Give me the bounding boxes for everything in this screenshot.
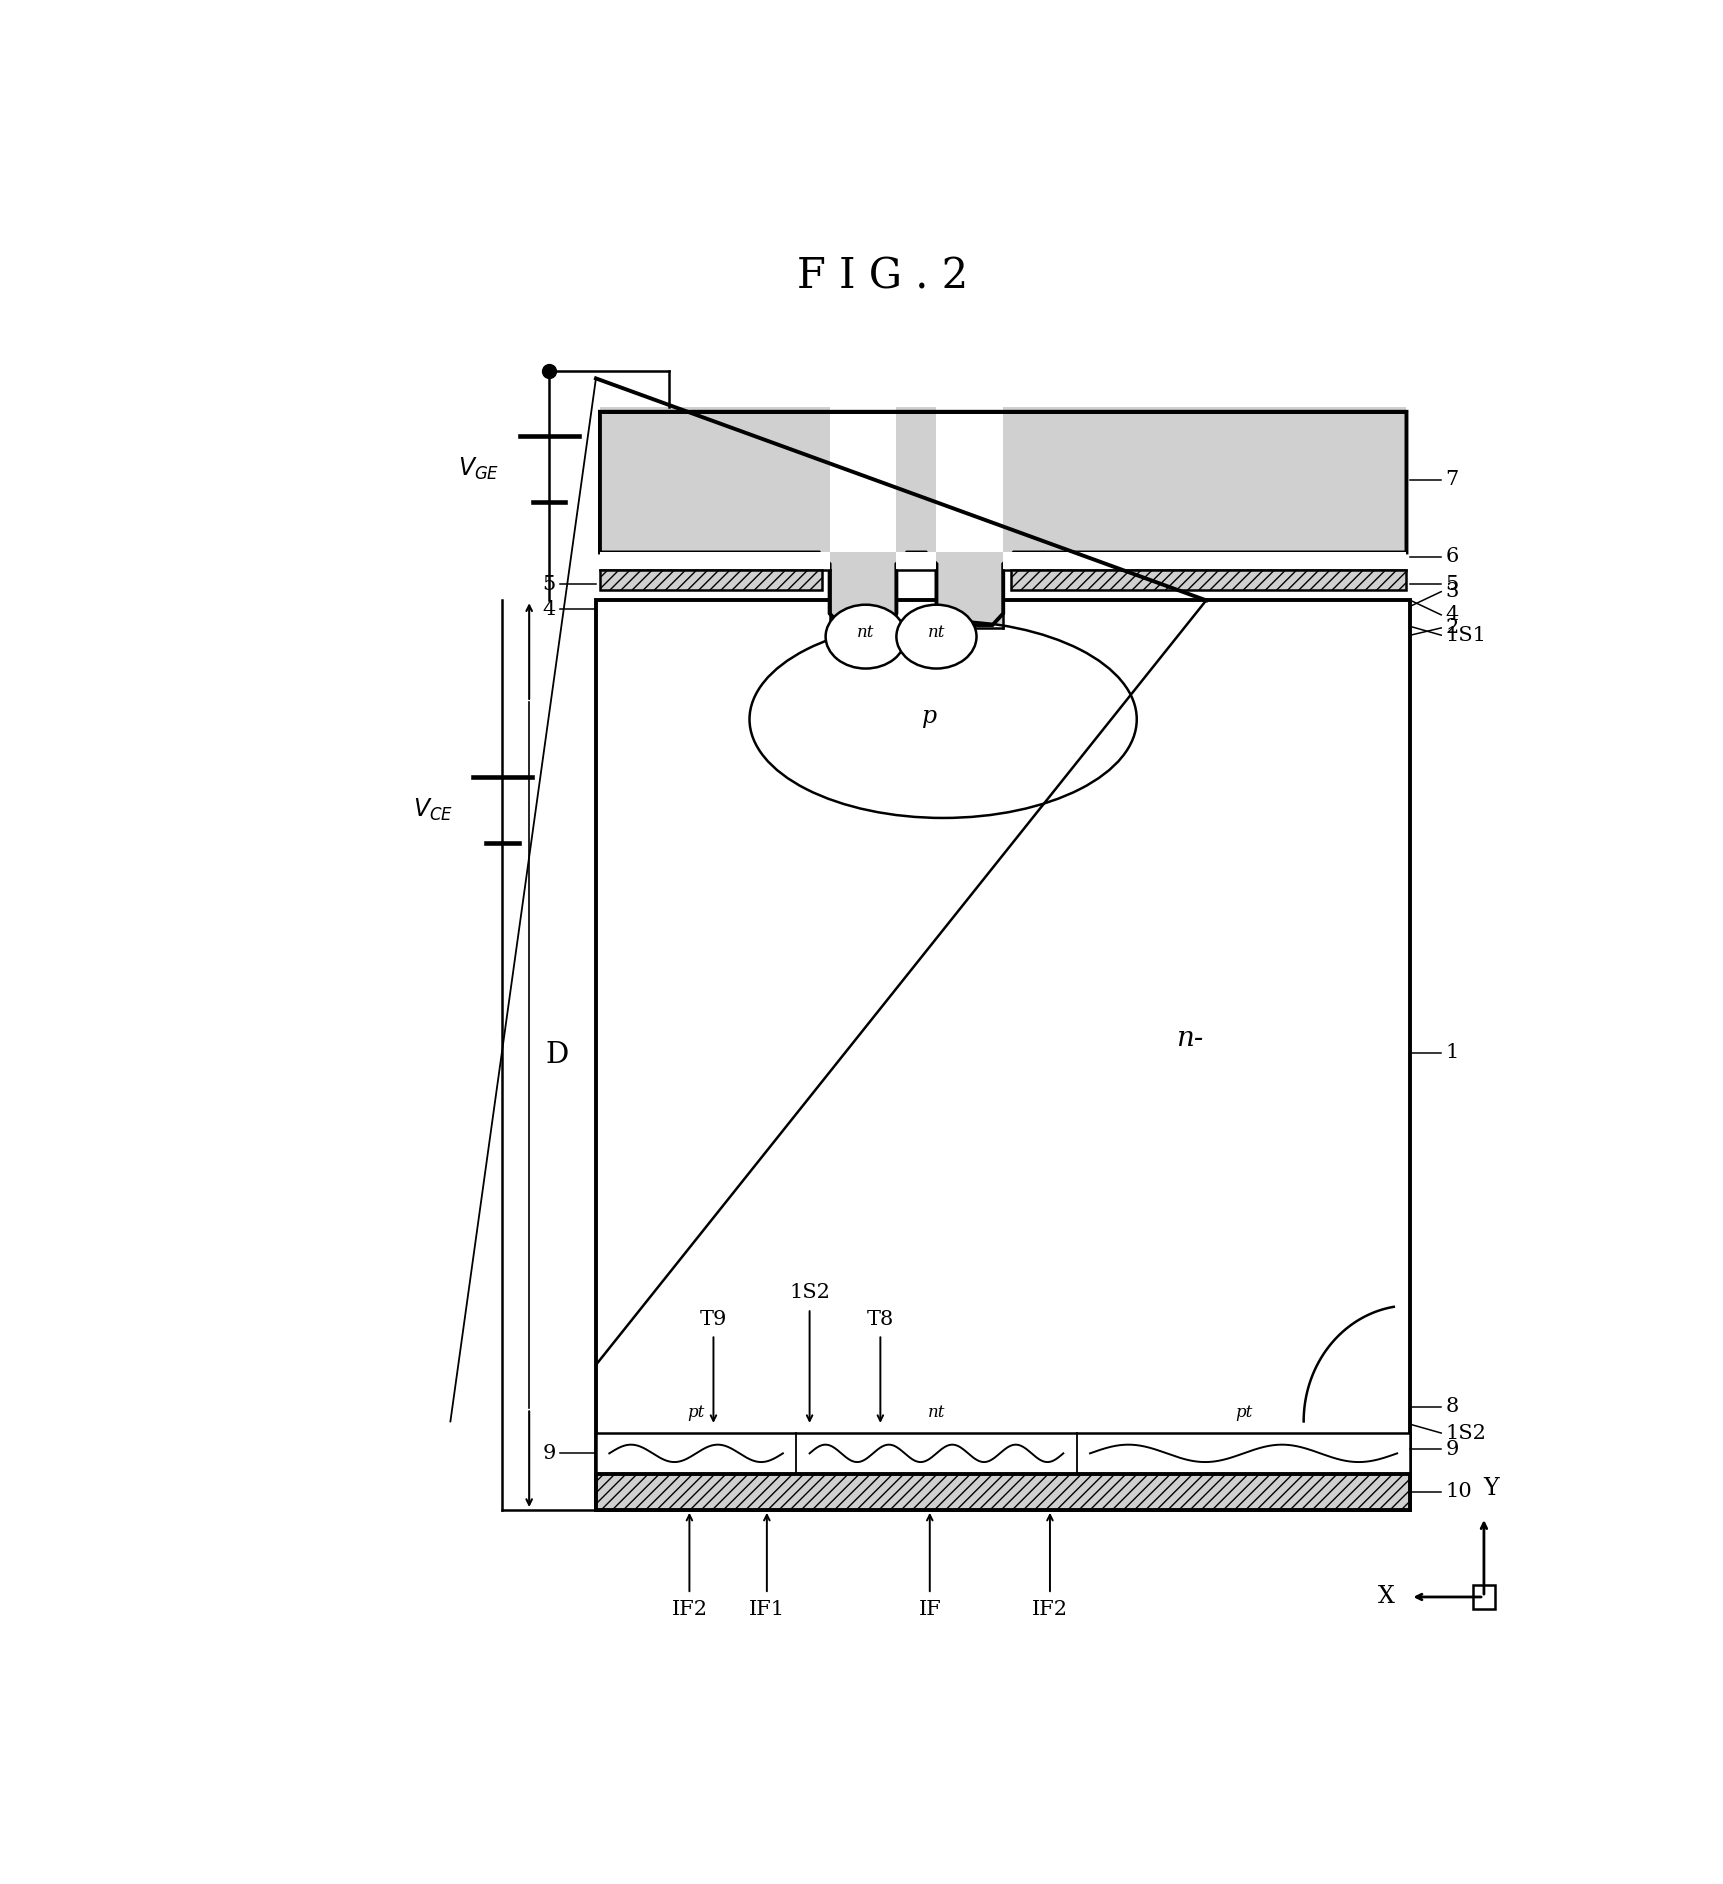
Text: IF1: IF1 — [750, 1600, 786, 1618]
Text: $V_{GE}$: $V_{GE}$ — [458, 456, 500, 482]
Text: 5: 5 — [1446, 575, 1458, 593]
Text: 1: 1 — [1446, 1044, 1459, 1063]
Text: F I G . 2: F I G . 2 — [798, 256, 968, 298]
Text: 1S1: 1S1 — [1446, 625, 1487, 644]
Text: X: X — [1378, 1586, 1394, 1609]
Text: 6: 6 — [1446, 548, 1458, 567]
Text: $V_{CE}$: $V_{CE}$ — [414, 797, 453, 823]
Bar — [937, 552, 1003, 625]
Text: nt: nt — [856, 624, 874, 641]
Text: 3: 3 — [1446, 582, 1459, 601]
Text: 9: 9 — [1446, 1439, 1459, 1458]
Text: 5: 5 — [543, 575, 557, 593]
Text: 4: 4 — [543, 599, 557, 618]
Text: p: p — [922, 705, 937, 727]
Text: T8: T8 — [867, 1309, 894, 1328]
Bar — [896, 407, 937, 552]
Bar — [596, 1434, 1411, 1473]
Text: T9: T9 — [700, 1309, 727, 1328]
Text: nt: nt — [927, 1404, 946, 1421]
Bar — [600, 552, 830, 569]
Bar — [600, 569, 822, 590]
Text: nt: nt — [927, 624, 946, 641]
Text: pt: pt — [1235, 1404, 1253, 1421]
Text: 9: 9 — [543, 1443, 557, 1462]
Bar — [896, 552, 937, 569]
Bar — [600, 407, 830, 552]
Text: n-: n- — [1177, 1025, 1204, 1051]
Text: 7: 7 — [1446, 471, 1458, 490]
Text: IF: IF — [918, 1600, 941, 1618]
Ellipse shape — [896, 605, 977, 669]
Text: 1S2: 1S2 — [1446, 1424, 1485, 1443]
Bar — [1473, 1584, 1494, 1609]
Text: 2: 2 — [1446, 618, 1458, 637]
Text: IF2: IF2 — [672, 1600, 708, 1618]
Bar — [1003, 552, 1406, 569]
Bar — [596, 601, 1411, 1509]
Bar — [1003, 407, 1406, 552]
Ellipse shape — [825, 605, 906, 669]
Text: 10: 10 — [1446, 1483, 1471, 1502]
Text: 1S2: 1S2 — [789, 1283, 830, 1302]
Text: D: D — [544, 1042, 569, 1068]
Text: 4: 4 — [1446, 605, 1458, 624]
Bar — [830, 552, 896, 625]
Bar — [596, 1473, 1411, 1509]
Text: IF2: IF2 — [1032, 1600, 1068, 1618]
Text: Y: Y — [1484, 1477, 1499, 1500]
Text: pt: pt — [687, 1404, 705, 1421]
Bar — [1011, 569, 1406, 590]
Text: 8: 8 — [1446, 1398, 1458, 1417]
